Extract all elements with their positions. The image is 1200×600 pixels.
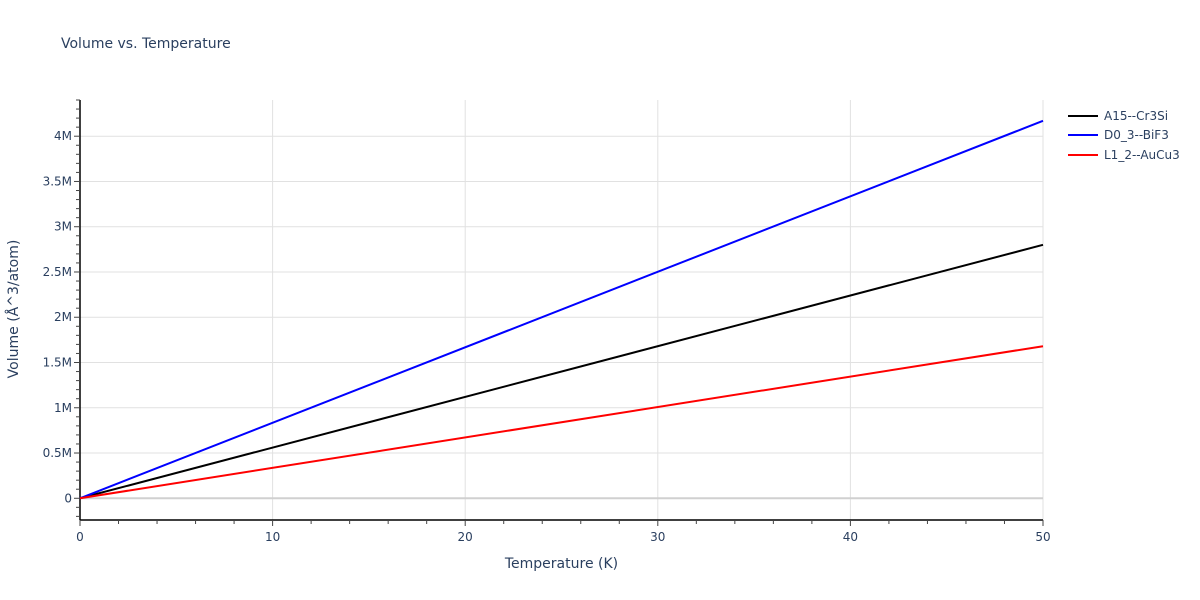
y-tick-label: 2.5M xyxy=(43,265,72,279)
x-tick-label: 30 xyxy=(650,530,665,544)
series-line[interactable] xyxy=(79,243,1044,500)
y-tick-label: 3M xyxy=(54,220,72,234)
chart-title: Volume vs. Temperature xyxy=(61,36,231,52)
y-tick-label: 1.5M xyxy=(43,356,72,370)
x-tick-label: 0 xyxy=(76,530,84,544)
y-tick-label: 2M xyxy=(54,310,72,324)
x-tick-label: 40 xyxy=(843,530,858,544)
y-tick-label: 1M xyxy=(54,401,72,415)
legend-item-d03[interactable]: D0_3--BiF3 xyxy=(1068,126,1180,146)
y-tick-label: 4M xyxy=(54,129,72,143)
x-tick-label: 50 xyxy=(1035,530,1050,544)
legend-label: L1_2--AuCu3 xyxy=(1104,147,1180,162)
legend-label: A15--Cr3Si xyxy=(1104,108,1169,123)
y-tick-label: 0.5M xyxy=(43,446,72,460)
legend-swatch-icon xyxy=(1068,114,1098,117)
x-axis-title: Temperature (K) xyxy=(504,556,618,572)
x-tick-label: 20 xyxy=(458,530,473,544)
legend: A15--Cr3Si D0_3--BiF3 L1_2--AuCu3 xyxy=(1068,106,1180,165)
y-tick-label: 0 xyxy=(64,491,72,505)
legend-item-a15[interactable]: A15--Cr3Si xyxy=(1068,106,1180,126)
y-axis-title: Volume (Å^3/atom) xyxy=(5,240,22,379)
series-line[interactable] xyxy=(79,119,1044,500)
y-tick-label: 3.5M xyxy=(43,174,72,188)
legend-label: D0_3--BiF3 xyxy=(1104,128,1169,143)
legend-swatch-icon xyxy=(1068,134,1098,137)
legend-swatch-icon xyxy=(1068,153,1098,156)
series-line[interactable] xyxy=(79,345,1044,500)
x-tick-label: 10 xyxy=(265,530,280,544)
legend-item-l12[interactable]: L1_2--AuCu3 xyxy=(1068,145,1180,165)
